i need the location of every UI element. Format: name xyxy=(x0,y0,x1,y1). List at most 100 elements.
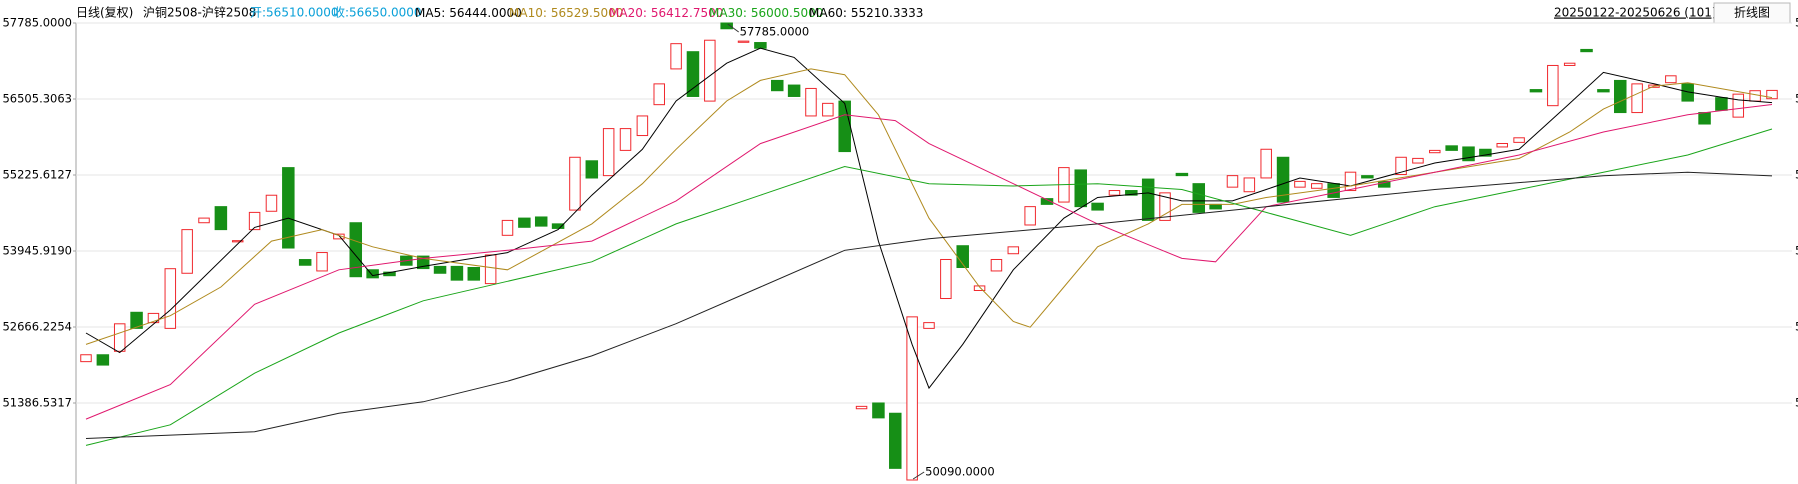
candle-down xyxy=(686,51,700,97)
candle-up xyxy=(1665,75,1677,84)
candle-up xyxy=(1260,148,1272,179)
y-tick-label: 55225.6127 xyxy=(2,168,72,182)
right-tick-label: 55225.6127 xyxy=(1795,168,1798,182)
candle-up xyxy=(940,258,952,300)
ma-line xyxy=(85,104,1773,420)
button-label[interactable]: 折线图 xyxy=(1734,5,1770,20)
candle-down xyxy=(1276,156,1290,203)
candle-up xyxy=(1344,171,1357,192)
candle-up xyxy=(80,354,92,363)
candle-down xyxy=(282,167,295,249)
candle-down xyxy=(1597,89,1610,93)
candle-down xyxy=(1580,48,1593,53)
candle-up xyxy=(1395,156,1407,176)
legend-value: 55210.3333 xyxy=(851,6,924,20)
candle-down xyxy=(720,22,733,30)
legend-name: MA60: xyxy=(809,6,847,20)
candle-down xyxy=(214,206,228,231)
legend-value: 56529.5000 xyxy=(551,6,624,20)
legend-name: MA30: xyxy=(709,6,747,20)
candle-up xyxy=(1513,137,1525,143)
candle-down xyxy=(1040,198,1054,205)
candle-down xyxy=(1377,180,1391,188)
period-label: 日线(复权) xyxy=(76,6,133,20)
candle-down xyxy=(96,354,110,366)
candle-up xyxy=(636,115,649,137)
candle-down xyxy=(1529,89,1543,93)
candle-down xyxy=(551,223,565,229)
candle-down xyxy=(1614,79,1627,114)
candle-down xyxy=(366,269,379,279)
candle-up xyxy=(906,316,918,481)
legend-value: 56412.7500 xyxy=(651,6,724,20)
candle-up xyxy=(1024,206,1036,226)
candle-up xyxy=(653,83,665,106)
ma-line xyxy=(85,47,1773,390)
candle-up xyxy=(198,217,210,224)
candle-down xyxy=(1715,97,1728,111)
candle-up xyxy=(670,43,682,70)
candle-up xyxy=(1496,143,1508,148)
right-tick-label: 51386.5317 xyxy=(1795,396,1798,410)
candle-down xyxy=(1361,175,1374,179)
candle-up xyxy=(1311,183,1323,189)
candle-down xyxy=(1192,183,1206,213)
candle-up xyxy=(1294,180,1306,188)
ma-line xyxy=(85,171,1773,439)
candle-up xyxy=(704,39,716,102)
candle-down xyxy=(1445,145,1458,151)
candle-down xyxy=(889,412,902,469)
candle-up xyxy=(147,312,160,324)
candle-up xyxy=(990,258,1003,272)
legend-item: MA5: 56444.0000 xyxy=(415,6,522,20)
candle-up xyxy=(231,240,244,243)
candle-down xyxy=(1462,146,1475,162)
candle-down xyxy=(1175,172,1189,177)
candle-up xyxy=(973,285,986,291)
annotation-arrow xyxy=(727,23,739,33)
candle-down xyxy=(1091,202,1104,211)
candle-down xyxy=(467,267,481,281)
annotation-label: 50090.0000 xyxy=(925,465,995,479)
y-tick-label: 57785.0000 xyxy=(2,16,72,30)
legend-item: MA30: 56000.5000 xyxy=(709,6,823,20)
candle-down xyxy=(1327,183,1340,198)
candle-down xyxy=(1209,203,1222,210)
candle-up xyxy=(1749,90,1761,102)
candle-up xyxy=(1766,89,1778,100)
legend-name: MA5: xyxy=(415,6,445,20)
candle-up xyxy=(316,252,328,272)
candle-up xyxy=(181,229,193,274)
candle-up xyxy=(1412,157,1424,164)
legend-value: 56444.0000 xyxy=(449,6,522,20)
candle-up xyxy=(333,233,345,240)
legend-item: MA10: 56529.5000 xyxy=(509,6,623,20)
legend-value: 56000.5000 xyxy=(751,6,824,20)
candle-up xyxy=(1429,149,1441,154)
y-tick-label: 53945.9190 xyxy=(2,244,72,258)
candle-up xyxy=(1243,177,1256,193)
y-tick-label: 51386.5317 xyxy=(2,396,72,410)
candle-down xyxy=(1698,112,1711,125)
candle-down xyxy=(754,42,767,49)
legend-name: MA10: xyxy=(509,6,547,20)
candle-up xyxy=(1563,62,1576,66)
candle-up xyxy=(164,268,177,329)
candle-down xyxy=(872,402,885,419)
candle-up xyxy=(265,194,278,212)
candle-down xyxy=(518,217,531,228)
legend-name: MA20: xyxy=(609,6,647,20)
y-tick-label: 52666.2254 xyxy=(2,320,72,334)
candle-up xyxy=(1007,246,1020,255)
annotation-label: 57785.0000 xyxy=(740,25,810,39)
legend-item: MA60: 55210.3333 xyxy=(809,6,923,20)
candle-down xyxy=(585,160,599,179)
chart-type-button[interactable]: 折线图 xyxy=(1713,2,1791,24)
candle-up xyxy=(805,87,817,117)
symbol-label: 沪铜2508-沪锌2508 xyxy=(143,5,256,20)
candle-down xyxy=(771,79,784,92)
close-label: 收:56650.0000 xyxy=(333,6,422,20)
candle-down xyxy=(1074,169,1087,208)
candle-down xyxy=(130,311,143,329)
